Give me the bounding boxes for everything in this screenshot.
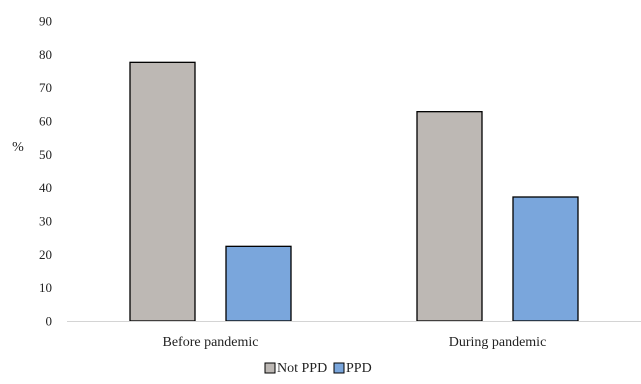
- category-labels: Before pandemic During pandemic: [162, 335, 546, 350]
- y-tick-label: 50: [39, 147, 52, 162]
- bar-not-ppd-during-pandemic: [416, 111, 483, 322]
- y-tick-label: 70: [39, 80, 52, 95]
- x-category-label: During pandemic: [449, 335, 547, 350]
- legend-label: Not PPD: [277, 361, 327, 376]
- y-axis-ticks: 0 10 20 30 40 50 60 70 80 90: [39, 14, 52, 329]
- bars-group: [129, 61, 579, 322]
- y-tick-label: 0: [46, 314, 53, 329]
- y-axis-label: %: [12, 140, 24, 155]
- y-tick-label: 20: [39, 247, 52, 262]
- bar-ppd-before-pandemic: [225, 245, 292, 322]
- legend-label: PPD: [346, 361, 372, 376]
- legend-swatch: [264, 362, 276, 374]
- bar-ppd-during-pandemic: [512, 196, 579, 322]
- y-tick-label: 60: [39, 114, 52, 129]
- y-tick-label: 10: [39, 280, 52, 295]
- x-category-label: Before pandemic: [162, 335, 258, 350]
- legend-swatch: [333, 362, 345, 374]
- y-tick-label: 30: [39, 214, 52, 229]
- y-tick-label: 90: [39, 14, 52, 29]
- y-tick-label: 40: [39, 180, 52, 195]
- bar-not-ppd-before-pandemic: [129, 61, 196, 322]
- y-tick-label: 80: [39, 47, 52, 62]
- legend: Not PPD PPD: [264, 361, 372, 376]
